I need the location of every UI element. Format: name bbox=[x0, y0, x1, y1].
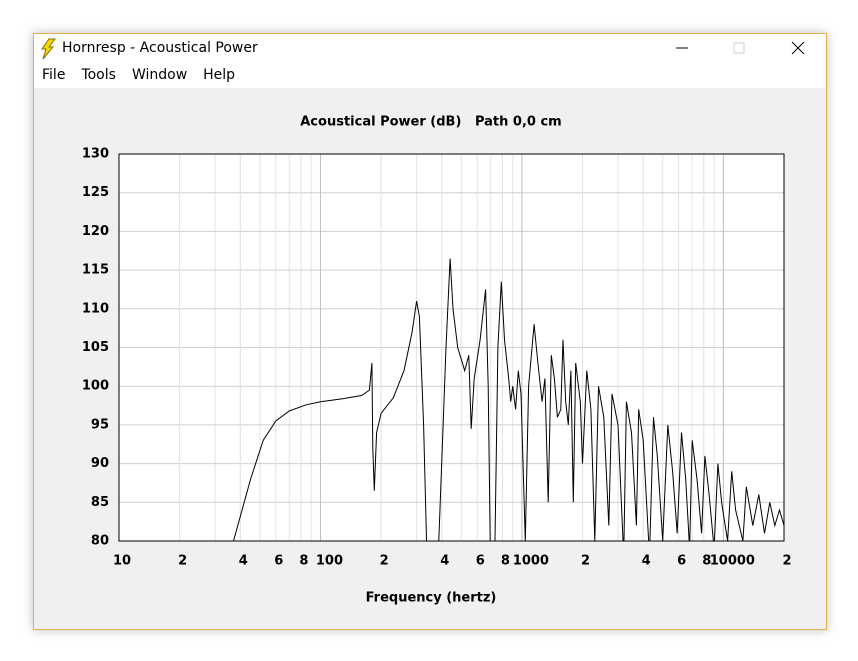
y-tick-label: 130 bbox=[82, 147, 109, 162]
x-tick-label: 6 bbox=[677, 554, 686, 569]
y-tick-label: 85 bbox=[91, 495, 109, 510]
menu-item[interactable]: Window bbox=[131, 67, 188, 83]
x-tick-label: 2 bbox=[178, 554, 187, 569]
maximize-button[interactable] bbox=[733, 42, 745, 54]
menu-item[interactable]: Tools bbox=[81, 67, 116, 83]
x-tick-label: 4 bbox=[239, 554, 248, 569]
x-tick-label: 8 bbox=[501, 554, 510, 569]
chart-title: Acoustical Power (dB) Path 0,0 cm bbox=[300, 115, 561, 130]
y-tick-label: 105 bbox=[82, 340, 109, 355]
y-tick-label: 120 bbox=[82, 224, 109, 239]
x-tick-label: 6 bbox=[274, 554, 283, 569]
x-tick-label: 6 bbox=[476, 554, 485, 569]
window-controls[interactable] bbox=[666, 34, 826, 64]
window-title: Hornresp - Acoustical Power bbox=[62, 40, 258, 56]
x-tick-label: 10 bbox=[113, 554, 131, 569]
title-bar: Hornresp - Acoustical Power bbox=[34, 34, 826, 64]
x-axis-label: Frequency (hertz) bbox=[366, 591, 497, 606]
x-tick-label: 100 bbox=[316, 554, 343, 569]
y-tick-label: 80 bbox=[91, 534, 109, 549]
window: Hornresp - Acoustical Power File Tools Win… bbox=[33, 33, 827, 630]
y-tick-label: 90 bbox=[91, 456, 109, 471]
y-tick-label: 95 bbox=[91, 417, 109, 432]
x-tick-label: 2 bbox=[380, 554, 389, 569]
y-tick-label: 100 bbox=[82, 379, 109, 394]
plot-border bbox=[118, 153, 785, 542]
menu-item[interactable]: Help bbox=[203, 67, 236, 83]
x-tick-label: 8 bbox=[299, 554, 308, 569]
close-button[interactable] bbox=[791, 41, 805, 55]
x-tick-label: 2 bbox=[782, 554, 791, 569]
y-tick-label: 110 bbox=[82, 301, 109, 316]
x-tick-label: 4 bbox=[440, 554, 449, 569]
x-tick-label: 2 bbox=[581, 554, 590, 569]
app-icon bbox=[41, 38, 56, 60]
x-tick-label: 8 bbox=[702, 554, 711, 569]
menu-item[interactable]: File bbox=[42, 67, 66, 83]
x-tick-label: 1000 bbox=[513, 554, 549, 569]
x-tick-label: 4 bbox=[642, 554, 651, 569]
x-tick-label: 10000 bbox=[710, 554, 755, 569]
y-tick-label: 125 bbox=[82, 185, 109, 200]
y-tick-label: 115 bbox=[82, 263, 109, 278]
menu-bar: File Tools Window Help bbox=[34, 64, 826, 88]
chart: Acoustical Power (dB) Path 0,0 cm Freque… bbox=[82, 115, 792, 606]
data-line bbox=[232, 258, 784, 541]
